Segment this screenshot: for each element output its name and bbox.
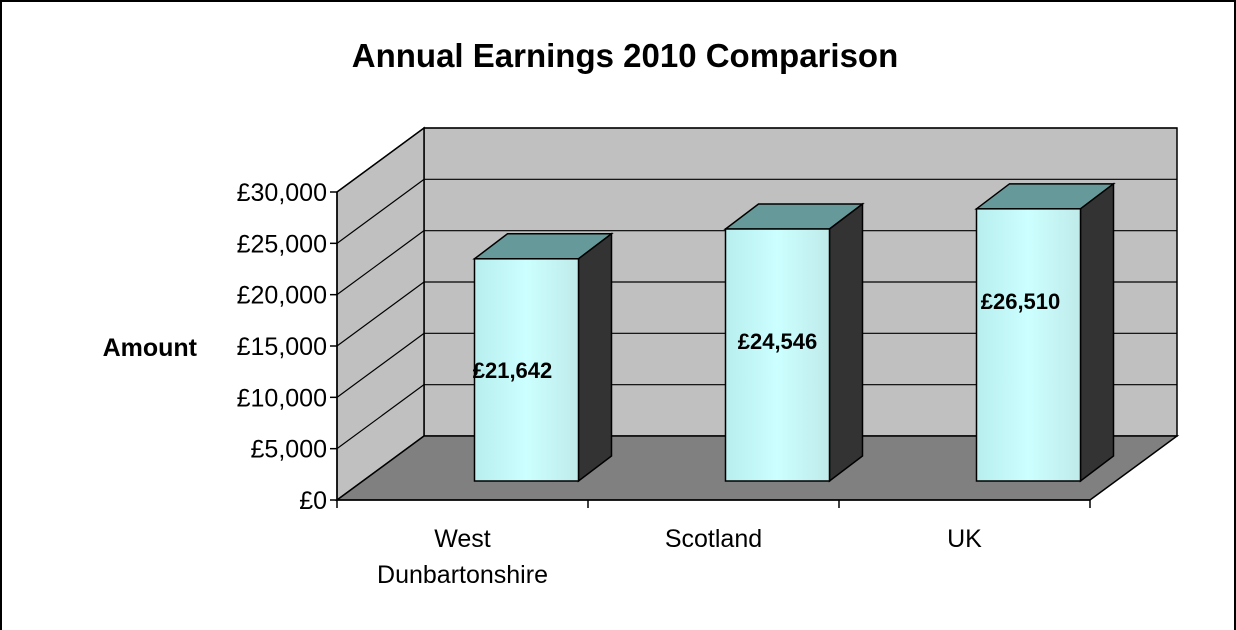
category-label: Dunbartonshire bbox=[377, 561, 548, 589]
gridline-side bbox=[336, 178, 425, 244]
bars: £21,642 £24,546 £26,510 bbox=[472, 182, 1116, 483]
data-label: £21,642 bbox=[473, 358, 553, 383]
y-tick-label: £15,000 bbox=[237, 333, 327, 361]
y-tick-label: £5,000 bbox=[251, 436, 327, 464]
y-tick-label: £0 bbox=[299, 487, 327, 515]
category-label: West bbox=[434, 525, 491, 553]
bar-2: £24,546 bbox=[723, 202, 865, 483]
data-label: £26,510 bbox=[981, 289, 1061, 314]
category-label: UK bbox=[947, 525, 982, 553]
chart-title: Annual Earnings 2010 Comparison bbox=[352, 37, 898, 74]
gridline-side bbox=[336, 384, 425, 450]
gridline-side bbox=[336, 281, 425, 347]
bar-front bbox=[724, 228, 831, 482]
y-axis-label: Amount bbox=[103, 334, 198, 362]
y-tick-labels: £0 £5,000 £10,000 £15,000 £20,000 £25,000 £30,… bbox=[237, 179, 327, 515]
y-tick-label: £10,000 bbox=[237, 384, 327, 412]
gridline-side bbox=[336, 127, 425, 193]
bar-1: £21,642 bbox=[472, 232, 614, 483]
category-labels: West Dunbartonshire Scotland UK bbox=[377, 525, 982, 589]
bar-front bbox=[473, 258, 580, 482]
y-tick-label: £30,000 bbox=[237, 179, 327, 207]
data-label: £24,546 bbox=[738, 329, 818, 354]
category-label: Scotland bbox=[665, 525, 762, 553]
gridline-side bbox=[336, 230, 425, 296]
y-tick-label: £25,000 bbox=[237, 230, 327, 258]
axes bbox=[330, 191, 1091, 508]
bar-side bbox=[1079, 182, 1115, 483]
bar-3: £26,510 bbox=[974, 182, 1116, 483]
bar-front bbox=[975, 208, 1082, 482]
gridline-side bbox=[336, 332, 425, 398]
y-tick-label: £20,000 bbox=[237, 282, 327, 310]
bar-side bbox=[577, 232, 613, 483]
bar-side bbox=[828, 202, 864, 483]
